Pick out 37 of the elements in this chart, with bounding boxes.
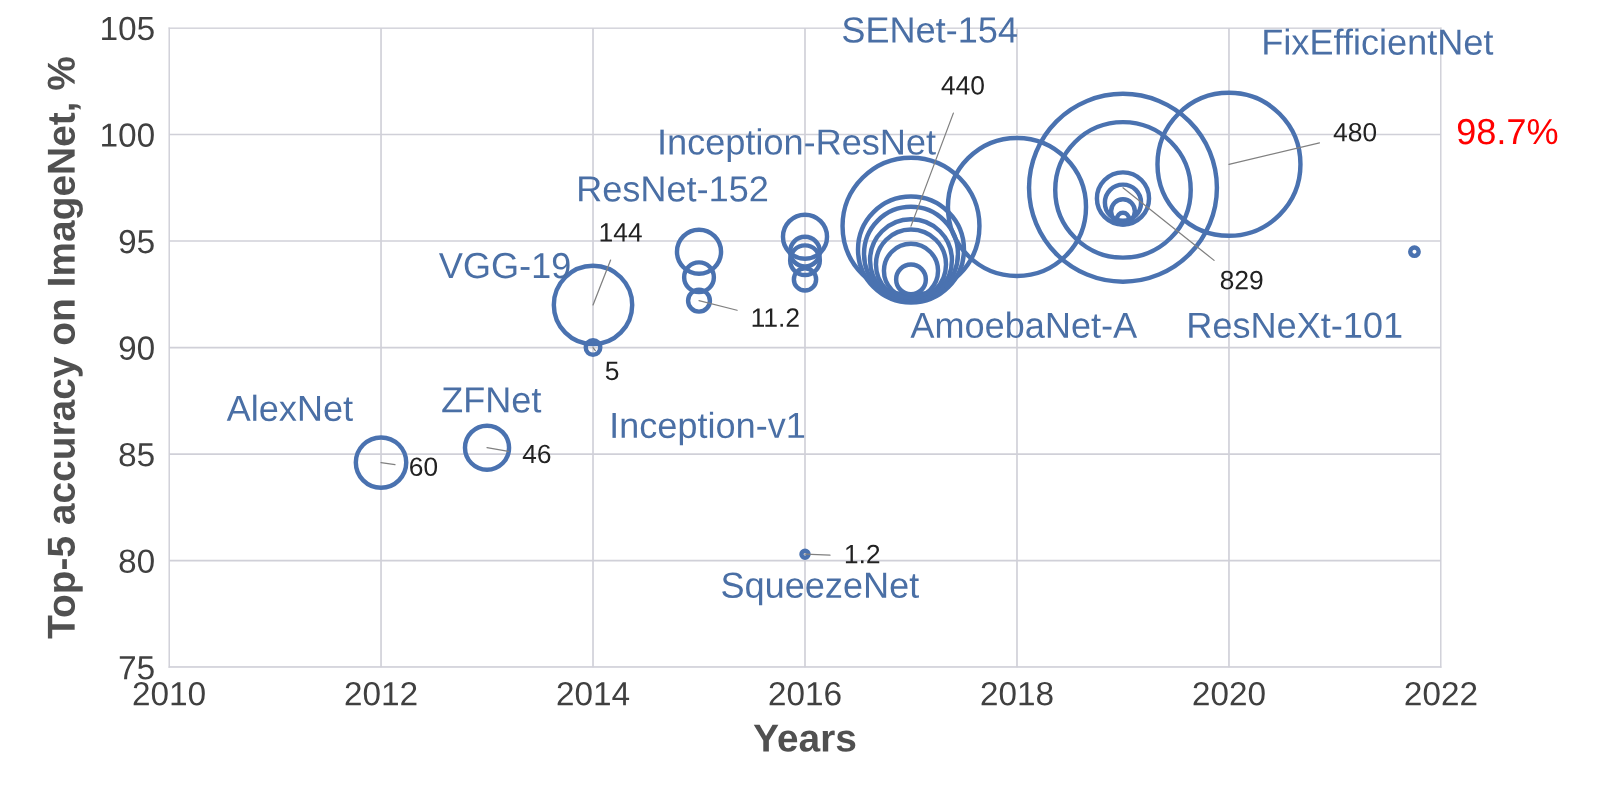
annotation: AmoebaNet-A [910, 311, 1138, 339]
annotation: 144 [600, 223, 642, 242]
y-axis-title: Top-5 accuracy on ImageNet, % [47, 57, 83, 639]
x-tick-label: 2020 [1193, 681, 1265, 706]
annotation: ZFNet [442, 387, 542, 413]
annotation: 1.2 [845, 544, 880, 564]
x-tick-label: 2022 [1405, 681, 1477, 706]
annotation: VGG-19 [438, 252, 570, 279]
annotation: AlexNet [226, 394, 353, 422]
x-tick-label: 2010 [133, 681, 205, 706]
annotation: 11.2 [752, 308, 799, 327]
annotation: ResNet-152 [579, 176, 768, 202]
x-tick-label: 2018 [981, 681, 1053, 706]
annotation: 829 [1220, 270, 1263, 290]
y-tick-label: 90 [119, 336, 154, 360]
x-tick-label: 2016 [769, 681, 841, 706]
annotation: ResNeXt-101 [1189, 312, 1402, 339]
annotation: 440 [941, 76, 984, 95]
annotation: Inception-ResNet [660, 128, 936, 162]
x-tick-label: 2012 [345, 681, 417, 706]
annotation: FixEfficientNet [1264, 28, 1494, 55]
annotation: Inception-v1 [612, 411, 805, 446]
x-tick-label: 2014 [557, 681, 630, 706]
annotation: 60 [410, 457, 438, 477]
y-tick-label: 100 [102, 123, 154, 147]
y-tick-label: 75 [119, 656, 154, 680]
y-tick-label: 105 [102, 16, 154, 41]
annotation: 5 [605, 361, 619, 381]
annotation: SENet-154 [842, 17, 1017, 43]
y-tick-label: 85 [119, 442, 154, 467]
annotation: SqueezeNet [722, 572, 919, 606]
x-axis-title: Years [753, 724, 856, 752]
text: 98.7% [1457, 118, 1558, 145]
y-tick-label: 95 [119, 229, 154, 254]
annotation: 480 [1333, 122, 1377, 142]
annotation: 46 [522, 444, 551, 464]
y-tick-label: 80 [119, 549, 154, 574]
